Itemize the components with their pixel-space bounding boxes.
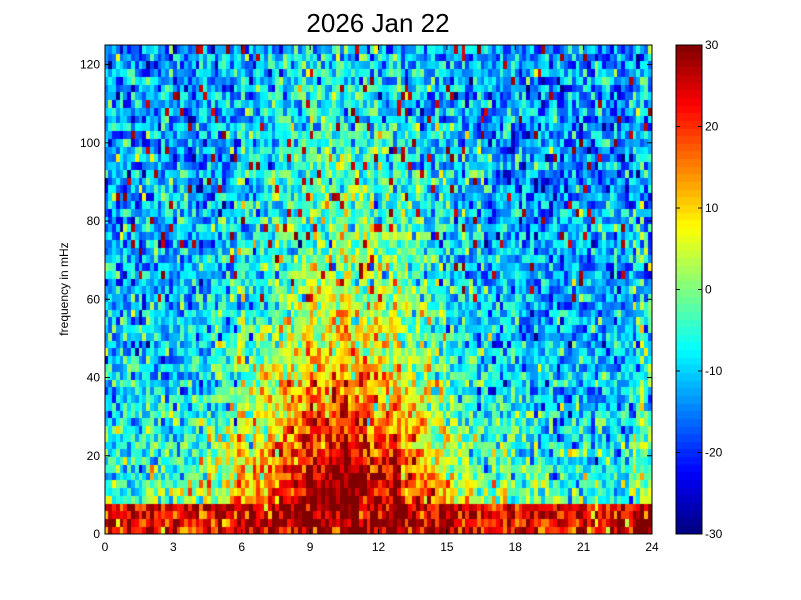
- spectrogram-heatmap: [105, 45, 652, 534]
- x-tick-label: 3: [170, 540, 177, 554]
- colorbar-ticks: 30 20 10 0 -10 -20 -30: [676, 38, 723, 541]
- x-tick-label: 24: [645, 540, 659, 554]
- y-tick-label: 20: [87, 449, 101, 463]
- x-axis: 0 3 6 9 12 15 18 21 24: [102, 45, 659, 554]
- colorbar-tick-label: 10: [705, 201, 719, 215]
- y-tick-label: 0: [93, 527, 100, 541]
- chart-title: 2026 Jan 22: [306, 8, 449, 38]
- x-tick-label: 0: [102, 540, 109, 554]
- colorbar-gradient: [676, 45, 702, 534]
- colorbar-tick-label: -10: [705, 364, 723, 378]
- colorbar-tick-label: 30: [705, 38, 719, 52]
- x-tick-label: 6: [238, 540, 245, 554]
- y-tick-label: 40: [87, 371, 101, 385]
- y-axis-label: frequency in mHz: [57, 242, 71, 335]
- heatmap-area: [104, 44, 653, 535]
- y-tick-label: 100: [80, 136, 100, 150]
- y-tick-label: 60: [87, 292, 101, 306]
- x-tick-label: 9: [307, 540, 314, 554]
- colorbar: 30 20 10 0 -10 -20 -30: [675, 38, 723, 541]
- colorbar-tick-label: -30: [705, 527, 723, 541]
- colorbar-tick-label: -20: [705, 446, 723, 460]
- y-axis: 0 20 40 60 80 100 120: [80, 58, 652, 541]
- y-tick-label: 80: [87, 214, 101, 228]
- y-tick-label: 120: [80, 58, 100, 72]
- x-tick-label: 18: [509, 540, 523, 554]
- x-tick-label: 12: [372, 540, 386, 554]
- colorbar-tick-label: 0: [705, 283, 712, 297]
- x-tick-label: 15: [440, 540, 454, 554]
- x-tick-label: 21: [577, 540, 591, 554]
- colorbar-tick-label: 20: [705, 120, 719, 134]
